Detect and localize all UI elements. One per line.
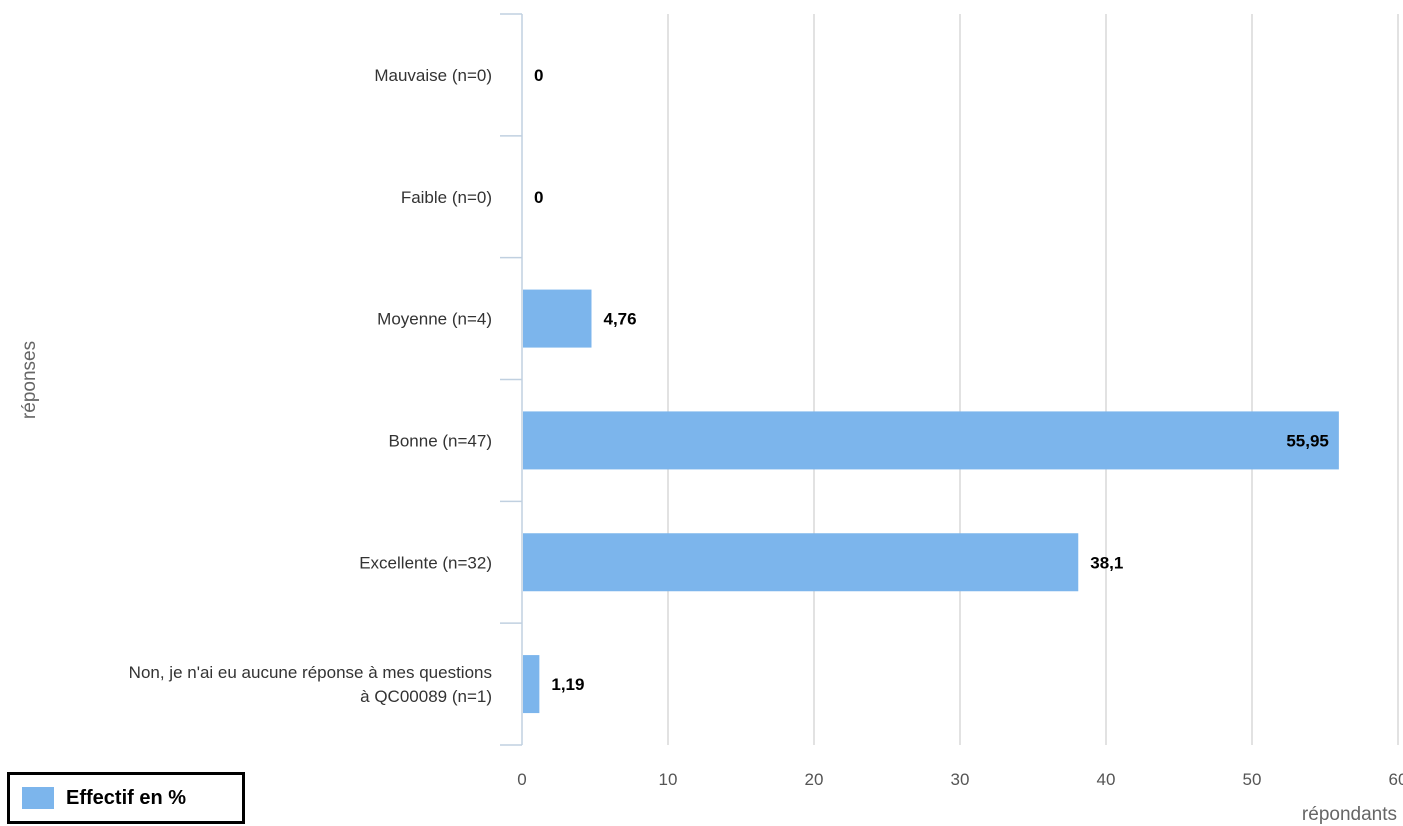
x-tick-label: 10	[659, 770, 678, 789]
category-label: Excellente (n=32)	[359, 553, 492, 572]
x-tick-label: 50	[1243, 770, 1262, 789]
data-label: 0	[534, 188, 543, 207]
legend[interactable]: Effectif en %	[7, 772, 245, 824]
category-label: Moyenne (n=4)	[377, 310, 492, 329]
data-label: 55,95	[1286, 431, 1329, 450]
category-labels: Mauvaise (n=0) Faible (n=0) Moyenne (n=4) B…	[129, 66, 492, 706]
bars	[523, 289, 1339, 714]
category-label: Mauvaise (n=0)	[374, 66, 492, 85]
bar	[523, 289, 592, 348]
data-label: 4,76	[603, 310, 636, 329]
category-axis-ticks	[500, 13, 522, 746]
x-axis-title: répondants	[1302, 804, 1397, 825]
x-tick-label: 30	[951, 770, 970, 789]
category-label: Faible (n=0)	[401, 188, 492, 207]
gridlines	[667, 14, 1399, 745]
data-label: 38,1	[1090, 553, 1123, 572]
data-label: 1,19	[551, 675, 584, 694]
y-axis-title: réponses	[19, 341, 40, 419]
bar	[523, 533, 1079, 592]
category-label: Non, je n'ai eu aucune réponse à mes que…	[129, 663, 492, 682]
data-labels: 0 0 4,76 55,95 38,1 1,19	[534, 66, 1329, 694]
x-tick-label: 0	[517, 770, 526, 789]
legend-label: Effectif en %	[66, 786, 187, 809]
x-tick-label: 60	[1389, 770, 1403, 789]
bar	[523, 411, 1339, 470]
bar	[523, 655, 540, 714]
category-label: Bonne (n=47)	[389, 431, 493, 450]
category-label: à QC00089 (n=1)	[360, 687, 492, 706]
x-tick-label: 40	[1097, 770, 1116, 789]
data-label: 0	[534, 66, 543, 85]
value-axis-tick-labels: 0 10 20 30 40 50 60	[517, 770, 1403, 789]
legend-swatch	[22, 787, 54, 809]
x-tick-label: 20	[805, 770, 824, 789]
